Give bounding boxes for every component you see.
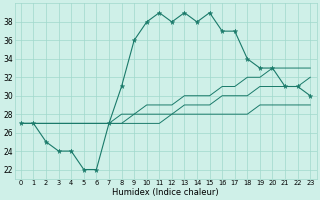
- X-axis label: Humidex (Indice chaleur): Humidex (Indice chaleur): [112, 188, 219, 197]
